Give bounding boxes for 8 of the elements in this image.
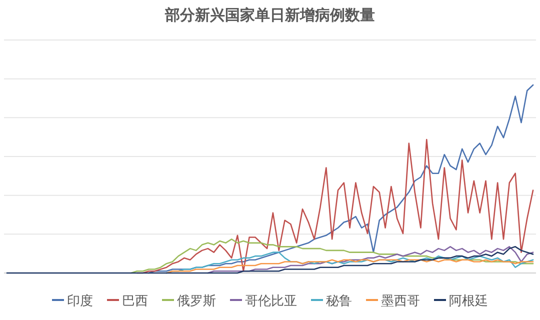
legend-label: 印度 <box>67 293 93 309</box>
legend-label: 哥伦比亚 <box>245 294 297 309</box>
chart-title: 部分新兴国家单日新增病例数量 <box>164 6 375 24</box>
legend-label: 俄罗斯 <box>177 294 216 309</box>
legend-label: 墨西哥 <box>381 294 420 309</box>
legend-label: 秘鲁 <box>326 294 352 309</box>
legend-label: 阿根廷 <box>449 294 488 309</box>
legend-label: 巴西 <box>122 294 148 309</box>
